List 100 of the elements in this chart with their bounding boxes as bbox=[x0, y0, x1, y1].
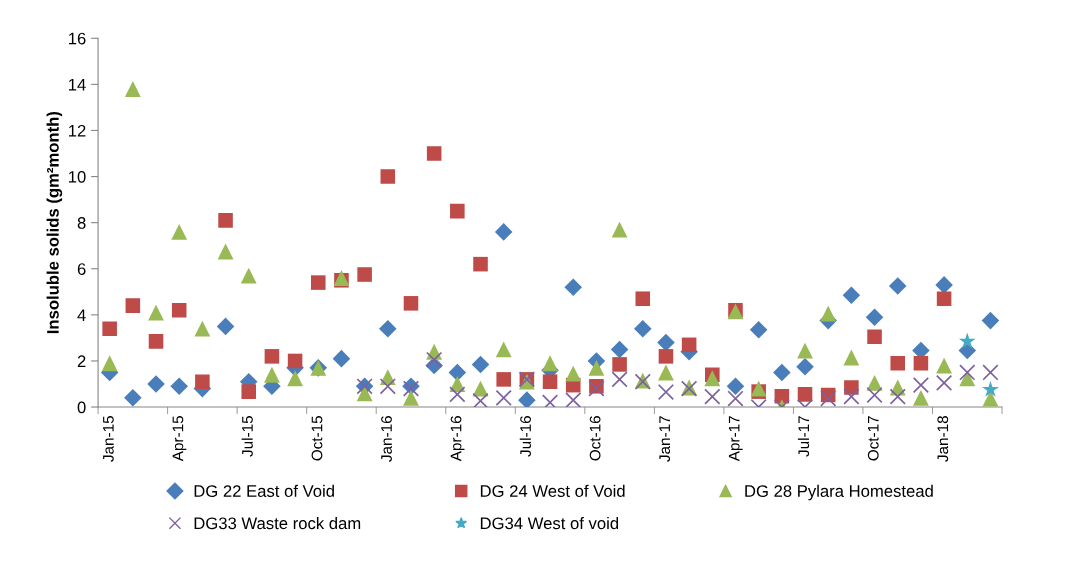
point bbox=[658, 364, 674, 381]
point bbox=[472, 392, 489, 408]
y-tick-label: 0 bbox=[77, 401, 86, 414]
point bbox=[750, 380, 767, 397]
point bbox=[356, 385, 373, 402]
point bbox=[124, 81, 141, 97]
point bbox=[820, 390, 837, 407]
point bbox=[542, 374, 558, 389]
point bbox=[657, 333, 675, 352]
x-tick-label: Jul-16 bbox=[519, 416, 531, 457]
point bbox=[982, 380, 999, 397]
point bbox=[194, 320, 211, 337]
point bbox=[635, 291, 651, 307]
y-tick-label: 16 bbox=[69, 32, 86, 45]
x-tick-label: Jan-17 bbox=[659, 416, 671, 462]
point bbox=[148, 304, 164, 321]
point bbox=[287, 370, 304, 387]
x-tick-label: Oct-15 bbox=[311, 416, 323, 461]
point bbox=[912, 377, 930, 394]
point bbox=[379, 378, 396, 395]
point bbox=[263, 366, 280, 383]
point bbox=[657, 383, 675, 401]
y-tick-label: 14 bbox=[69, 78, 86, 91]
point bbox=[147, 375, 165, 393]
point bbox=[866, 374, 883, 391]
point bbox=[564, 278, 583, 296]
y-tick-label: 8 bbox=[77, 217, 86, 229]
point bbox=[797, 387, 813, 402]
y-tick-label: 4 bbox=[77, 309, 86, 321]
point bbox=[773, 363, 791, 382]
legend-label: DG 22 East of Void bbox=[194, 484, 334, 497]
point bbox=[541, 394, 559, 408]
point bbox=[287, 353, 303, 369]
legend-label: DG 28 Pylara Homestead bbox=[745, 484, 933, 501]
point bbox=[379, 319, 397, 338]
point bbox=[865, 308, 884, 326]
point bbox=[610, 340, 629, 359]
point bbox=[542, 355, 558, 372]
point bbox=[565, 365, 582, 382]
x-tick-label: Jul-17 bbox=[797, 416, 810, 457]
point bbox=[102, 321, 117, 336]
x-tick-label: Jan-18 bbox=[937, 416, 949, 462]
point bbox=[426, 146, 442, 161]
point bbox=[936, 357, 953, 374]
point bbox=[935, 276, 953, 294]
point bbox=[820, 305, 837, 322]
x-tick-label: Jan-16 bbox=[381, 416, 392, 462]
point bbox=[936, 291, 952, 307]
point bbox=[101, 355, 118, 372]
point bbox=[612, 357, 627, 372]
x-tick-label: Jan-15 bbox=[103, 416, 114, 462]
point bbox=[403, 296, 419, 311]
point bbox=[125, 298, 141, 313]
point bbox=[332, 349, 351, 368]
point bbox=[472, 380, 489, 397]
point bbox=[310, 275, 326, 290]
legend-label: DG33 Waste rock dam bbox=[194, 516, 361, 530]
point bbox=[866, 386, 883, 404]
point bbox=[473, 256, 488, 272]
y-tick-label: 12 bbox=[69, 124, 86, 137]
point bbox=[171, 302, 187, 318]
point bbox=[935, 374, 953, 391]
y-tick-label: 2 bbox=[77, 355, 86, 367]
point bbox=[611, 221, 628, 238]
point bbox=[496, 372, 511, 387]
point bbox=[726, 377, 745, 396]
point bbox=[357, 267, 372, 282]
point bbox=[171, 223, 188, 240]
point bbox=[494, 223, 513, 241]
point bbox=[704, 388, 721, 405]
point bbox=[588, 359, 605, 376]
point bbox=[704, 370, 721, 387]
point bbox=[518, 391, 536, 408]
y-tick-label: 6 bbox=[77, 263, 86, 275]
point bbox=[843, 388, 860, 405]
point bbox=[681, 337, 697, 353]
point bbox=[890, 355, 906, 371]
point bbox=[217, 243, 234, 260]
point bbox=[982, 364, 999, 381]
x-tick-label: Jul-15 bbox=[241, 416, 253, 457]
point bbox=[797, 342, 813, 359]
legend-label: DG 24 West of Void bbox=[480, 484, 625, 497]
point bbox=[981, 311, 1000, 330]
y-tick-label: 10 bbox=[69, 170, 86, 183]
y-axis-title: Insoluble solids (gm²month) bbox=[46, 111, 63, 334]
point bbox=[888, 277, 907, 295]
point bbox=[449, 386, 466, 403]
point bbox=[195, 374, 210, 389]
point bbox=[633, 319, 652, 338]
point bbox=[471, 355, 490, 374]
x-tick-label: Oct-16 bbox=[589, 416, 601, 461]
point bbox=[727, 390, 744, 407]
point bbox=[842, 286, 861, 305]
point bbox=[658, 349, 674, 364]
legend-label: DG34 West of void bbox=[480, 516, 619, 530]
point bbox=[241, 384, 257, 399]
point bbox=[913, 389, 929, 406]
point bbox=[450, 203, 465, 219]
point bbox=[749, 321, 768, 339]
x-tick-label: Apr-15 bbox=[172, 416, 187, 462]
